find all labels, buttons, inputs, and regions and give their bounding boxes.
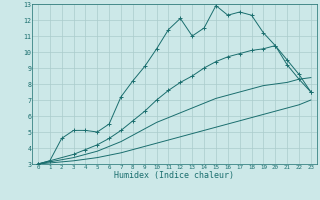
X-axis label: Humidex (Indice chaleur): Humidex (Indice chaleur) — [115, 171, 234, 180]
